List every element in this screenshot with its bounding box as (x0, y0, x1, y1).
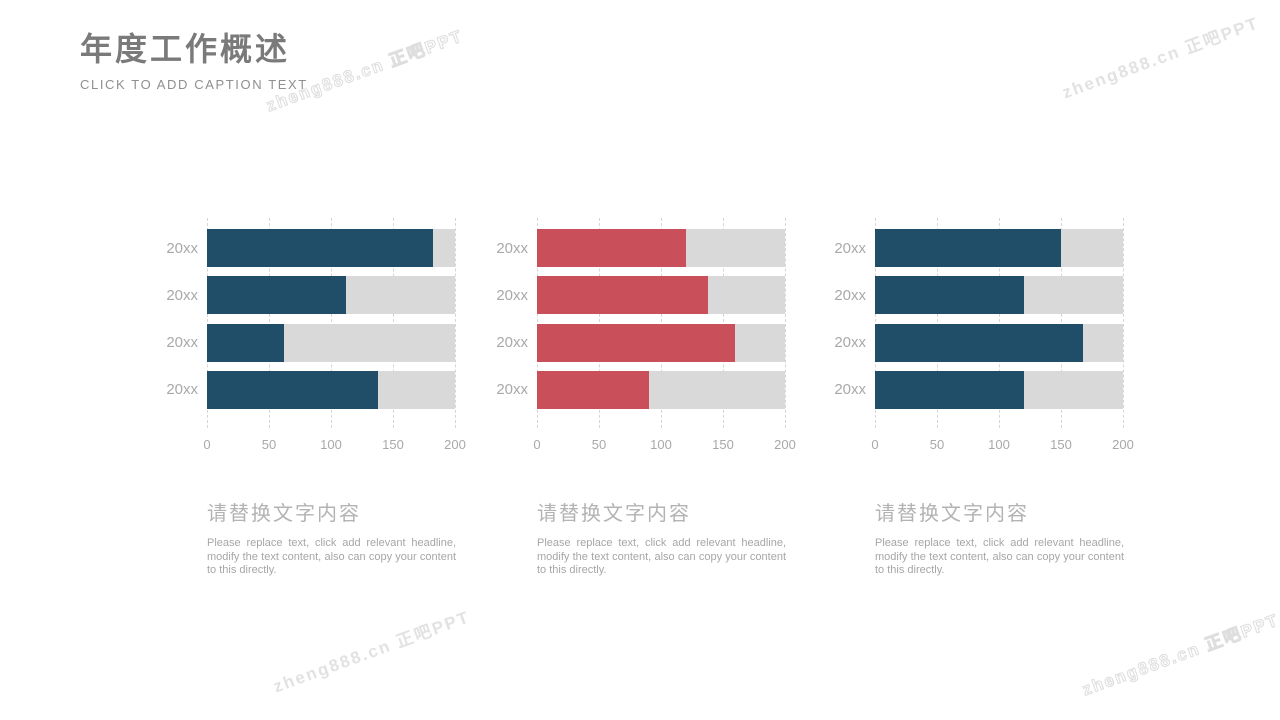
gridline (999, 218, 1000, 428)
bar-track (207, 370, 455, 409)
y-category-label: 20xx (496, 381, 528, 399)
bar (875, 276, 1024, 315)
y-category-label: 20xx (834, 334, 866, 352)
bar-track (875, 370, 1123, 409)
bar-chart-3: 20xx 20xx 20xx 20xx 0 50 100 150 200 (833, 218, 1134, 454)
section-1-heading: 请替换文字内容 (207, 503, 361, 525)
x-tick-label: 150 (1050, 437, 1072, 452)
section-3-heading: 请替换文字内容 (875, 503, 1029, 525)
chart-3-x-axis: 0 50 100 150 200 (871, 428, 1133, 454)
gridline (537, 218, 538, 428)
bar-track (537, 323, 785, 362)
chart-3-bars (875, 218, 1123, 428)
title-block: 年度工作概述 CLICK TO ADD CAPTION TEXT (80, 24, 308, 92)
bar (875, 229, 1061, 267)
bar (537, 276, 709, 315)
chart-1-plot (207, 218, 456, 428)
bar-track (875, 323, 1123, 362)
x-tick-label: 50 (591, 437, 607, 452)
gridline (785, 218, 786, 428)
watermark-bottom-left: zheng888.cn 正吧PPT (270, 607, 473, 697)
chart-3-row-labels: 20xx 20xx 20xx 20xx (833, 218, 875, 428)
gridline (599, 218, 600, 428)
gridline (1123, 218, 1124, 428)
chart-1-row-labels: 20xx 20xx 20xx 20xx (165, 218, 207, 428)
bar (207, 276, 346, 315)
gridline (269, 218, 270, 428)
text-section-1: 请替换文字内容 Please replace text, click add r… (207, 497, 456, 578)
chart-3-plot (875, 218, 1124, 428)
x-tick-label: 150 (382, 437, 404, 452)
bar (207, 370, 379, 409)
chart-1-x-axis: 0 50 100 150 200 (203, 428, 465, 454)
page-subtitle: CLICK TO ADD CAPTION TEXT (80, 77, 308, 92)
section-2-heading: 请替换文字内容 (537, 503, 691, 525)
bar-chart-1: 20xx 20xx 20xx 20xx 0 50 100 150 200 (165, 218, 466, 454)
bar-track (207, 323, 455, 362)
chart-2-x-axis: 0 50 100 150 200 (533, 428, 795, 454)
x-tick-label: 200 (774, 437, 796, 452)
x-tick-label: 50 (261, 437, 277, 452)
bar (875, 370, 1024, 409)
watermark-bottom-right: zheng888.cn 正吧PPT (1079, 610, 1280, 700)
bar-track (537, 276, 785, 315)
text-section-3: 请替换文字内容 Please replace text, click add r… (875, 497, 1124, 578)
page-title: 年度工作概述 (80, 31, 291, 67)
chart-1-bars (207, 218, 455, 428)
text-section-2: 请替换文字内容 Please replace text, click add r… (537, 497, 786, 578)
bar (537, 370, 649, 409)
bar-track (875, 229, 1123, 267)
x-tick-label: 100 (320, 437, 342, 452)
y-category-label: 20xx (166, 334, 198, 352)
y-category-label: 20xx (166, 381, 198, 399)
y-category-label: 20xx (496, 286, 528, 304)
bar-track (537, 370, 785, 409)
bar (207, 229, 433, 267)
chart-2-row-labels: 20xx 20xx 20xx 20xx (495, 218, 537, 428)
bar (537, 323, 736, 362)
gridline (723, 218, 724, 428)
y-category-label: 20xx (834, 239, 866, 257)
bar-track (207, 276, 455, 315)
gridline (875, 218, 876, 428)
bar (875, 323, 1084, 362)
x-tick-label: 200 (1112, 437, 1134, 452)
bar-track (207, 229, 455, 267)
section-3-body: Please replace text, click add relevant … (875, 537, 1124, 576)
bar-track (875, 276, 1123, 315)
x-tick-label: 0 (871, 437, 879, 452)
gridline (937, 218, 938, 428)
gridline (331, 218, 332, 428)
y-category-label: 20xx (166, 286, 198, 304)
bar (207, 323, 284, 362)
section-1-body: Please replace text, click add relevant … (207, 537, 456, 576)
x-tick-label: 100 (988, 437, 1010, 452)
y-category-label: 20xx (166, 239, 198, 257)
watermark-top-right: zheng888.cn 正吧PPT (1059, 13, 1262, 103)
y-category-label: 20xx (834, 381, 866, 399)
x-tick-label: 100 (650, 437, 672, 452)
gridline (1061, 218, 1062, 428)
section-2-body: Please replace text, click add relevant … (537, 537, 786, 576)
gridline (455, 218, 456, 428)
bar-chart-2: 20xx 20xx 20xx 20xx 0 50 100 150 200 (495, 218, 796, 454)
y-category-label: 20xx (834, 286, 866, 304)
x-tick-label: 0 (203, 437, 211, 452)
gridline (393, 218, 394, 428)
bar-track (537, 229, 785, 267)
x-tick-label: 0 (533, 437, 541, 452)
x-tick-label: 200 (444, 437, 466, 452)
gridline (661, 218, 662, 428)
chart-2-plot (537, 218, 786, 428)
x-tick-label: 50 (929, 437, 945, 452)
chart-2-bars (537, 218, 785, 428)
x-tick-label: 150 (712, 437, 734, 452)
y-category-label: 20xx (496, 239, 528, 257)
bar (537, 229, 686, 267)
y-category-label: 20xx (496, 334, 528, 352)
gridline (207, 218, 208, 428)
